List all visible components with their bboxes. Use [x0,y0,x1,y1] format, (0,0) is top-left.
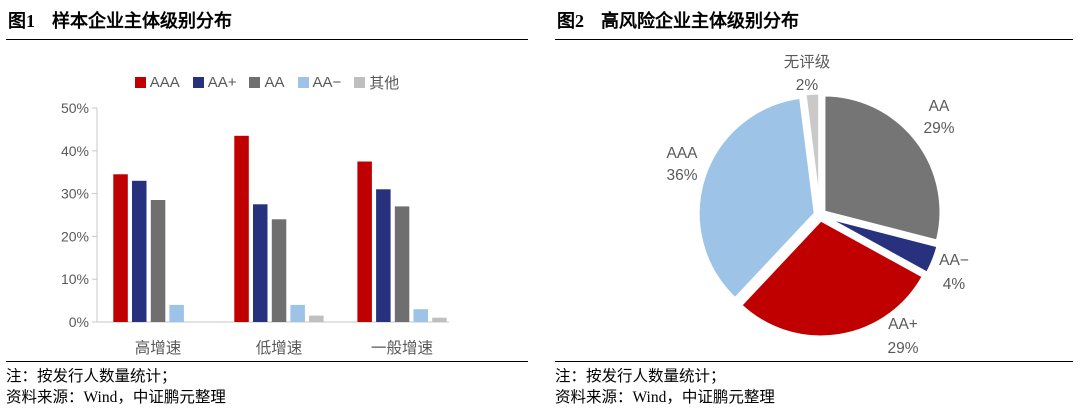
figure2-source-line: 资料来源：Wind，中证鹏元整理 [555,389,775,406]
pie-label-AA−: AA− [939,252,969,269]
bar-AA-高增速 [150,200,166,322]
y-tick-label-30: 30% [61,186,89,202]
pie-pct-无评级: 2% [796,77,819,94]
pie-pct-AA−: 4% [943,276,966,293]
pie-slice-无评级 [803,91,822,212]
legend-label: AA− [312,74,342,91]
figure1-title-text: 样本企业主体级别分布 [52,11,232,31]
legend-label: AA+ [207,74,237,91]
bar-其他-低增速 [309,315,324,322]
legend-label: AA [264,74,285,91]
bar-其他-一般增速 [432,317,447,322]
bar-AA+-低增速 [253,204,268,322]
bar-AA−-一般增速 [413,309,428,322]
legend-item-AAA: AAA [134,74,180,91]
legend-item-AA: AA [249,74,285,91]
bar-AAA-低增速 [234,135,249,322]
x-category-label-高增速: 高增速 [135,339,182,357]
bar-AAA-一般增速 [357,161,372,322]
legend-item-AA−: AA− [297,74,342,91]
pie-pct-AA: 29% [923,120,954,137]
x-category-label-低增速: 低增速 [256,339,303,357]
legend-swatch-icon [249,77,261,88]
legend-swatch-icon [297,77,309,88]
bar-chart: 0% 10% 20% 30% 40% 50% 高增速 低增速 一般增速 [61,100,449,357]
legend-label: AAA [149,74,180,91]
y-tick-label-0: 0% [69,314,89,330]
bar-AA−-高增速 [169,304,184,322]
bar-AA+-高增速 [132,180,147,322]
legend-swatch-icon [134,77,146,88]
figure1-source-line: 资料来源：Wind，中证鹏元整理 [6,389,226,406]
bar-AA-低增速 [271,219,287,322]
pie-pct-AAA: 36% [666,167,697,184]
y-tick-label-50: 50% [61,100,89,116]
legend-item-AA+: AA+ [192,74,237,91]
figure1-note-line: 注：按发行人数量统计； [6,368,177,385]
figure1-panel: 图1 样本企业主体级别分布 AAA AA+ AA AA− 其他 0% 10% 20% 30% 40… [6,0,528,416]
y-tick-label-40: 40% [61,143,89,159]
bar-chart-legend: AAA AA+ AA AA− 其他 [6,72,528,93]
bar-AA+-一般增速 [376,189,391,322]
pie-label-AA: AA [929,98,950,115]
legend-label: 其他 [369,75,400,92]
legend-swatch-icon [354,77,366,88]
figure2-panel: 图2 高风险企业主体级别分布 无评级 2% AA 29% AA− 4% AA+ 29% AAA 36… [555,0,1073,416]
bar-AA-一般增速 [394,206,410,322]
pie-label-AA+: AA+ [888,316,918,333]
figure1-notes: 注：按发行人数量统计； 资料来源：Wind，中证鹏元整理 [6,361,528,408]
pie-label-AAA: AAA [666,145,698,162]
pie-slice-AAA [696,95,817,301]
pie-label-无评级: 无评级 [784,53,831,71]
figure2-note-line: 注：按发行人数量统计； [555,368,726,385]
bar-AA−-低增速 [290,304,305,322]
figure2-title: 图2 高风险企业主体级别分布 [555,0,1073,40]
pie-pct-AA+: 29% [887,340,918,357]
figure2-title-text: 高风险企业主体级别分布 [601,11,799,31]
pie-chart: 无评级 2% AA 29% AA− 4% AA+ 29% AAA 36% [666,53,969,357]
figure2-title-prefix: 图2 [557,11,584,31]
y-tick-label-20: 20% [61,228,89,244]
bar-AAA-高增速 [113,174,128,322]
pie-slice-AA+ [739,218,925,339]
y-tick-label-10: 10% [61,271,89,287]
figure2-notes: 注：按发行人数量统计； 资料来源：Wind，中证鹏元整理 [555,361,1073,408]
pie-slice-AA [822,93,943,243]
legend-swatch-icon [192,77,204,88]
legend-item-其他: 其他 [354,72,399,93]
x-category-label-一般增速: 一般增速 [371,339,433,357]
figure1-title-prefix: 图1 [8,11,35,31]
pie-slice-AA− [823,215,940,275]
figure1-title: 图1 样本企业主体级别分布 [6,0,528,40]
